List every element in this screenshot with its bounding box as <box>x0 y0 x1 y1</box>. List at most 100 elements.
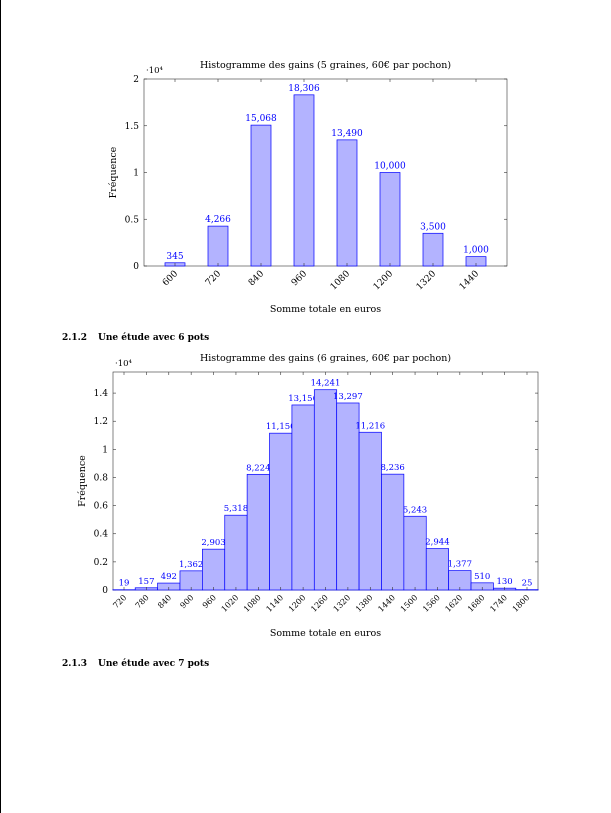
bar <box>246 473 270 591</box>
bar <box>224 514 248 591</box>
x-tick-label: 1140 <box>264 593 285 614</box>
x-tick-label: 900 <box>178 593 195 610</box>
x-tick-label: 960 <box>290 269 309 288</box>
x-tick-label: 1200 <box>372 269 395 292</box>
x-tick-label: 1680 <box>466 593 487 614</box>
x-tick-label: 720 <box>204 269 223 288</box>
x-tick-label: 1800 <box>511 593 532 614</box>
y-tick-label: 1 <box>102 445 108 455</box>
bar-value-label: 13,297 <box>333 392 363 402</box>
bar-value-label: 13,156 <box>288 394 318 404</box>
section-number: 2.1.2 <box>62 333 88 343</box>
x-tick-label: 1620 <box>443 593 464 614</box>
chart-title: Histogramme des gains (6 graines, 60€ pa… <box>200 353 451 364</box>
bar-value-label: 1,000 <box>463 246 489 256</box>
x-tick-label: 720 <box>111 593 128 610</box>
bar-value-label: 15,068 <box>245 114 277 124</box>
bar-value-label: 4,266 <box>205 215 231 225</box>
plot-frame <box>143 78 508 267</box>
bar-value-label: 5,243 <box>403 505 427 515</box>
bar <box>250 124 272 267</box>
page-left-rule <box>0 0 1 813</box>
bar <box>358 431 382 591</box>
bar <box>422 232 444 267</box>
section-title: Une étude avec 6 pots <box>98 333 210 343</box>
chart-title: Histogramme des gains (5 graines, 60€ pa… <box>200 60 451 71</box>
y-scale-label: ·10⁴ <box>146 66 164 76</box>
y-axis-label: Fréquence <box>77 455 88 507</box>
x-tick-label: 780 <box>134 593 151 610</box>
x-tick-label: 1200 <box>287 593 308 614</box>
y-tick-label: 1.5 <box>125 122 140 132</box>
x-tick-label: 1500 <box>399 593 420 614</box>
y-tick-label: 0.6 <box>94 502 109 512</box>
bar <box>379 172 401 267</box>
bar <box>207 225 229 267</box>
bar-value-label: 5,318 <box>224 504 248 514</box>
x-tick-label: 1320 <box>415 269 438 292</box>
y-tick-label: 0.2 <box>94 558 108 568</box>
bar <box>291 404 315 591</box>
bar-value-label: 157 <box>138 577 154 587</box>
bar-value-label: 10,000 <box>374 162 406 172</box>
bar <box>403 515 427 591</box>
bar <box>202 548 226 591</box>
y-tick-label: 0.8 <box>94 473 109 483</box>
x-tick-label: 1440 <box>376 593 397 614</box>
bar-value-label: 2,903 <box>201 538 225 548</box>
x-tick-label: 1080 <box>242 593 263 614</box>
section-title: Une étude avec 7 pots <box>98 659 210 669</box>
bar-value-label: 492 <box>161 572 177 582</box>
bar <box>269 432 293 591</box>
y-scale-label: ·10⁴ <box>115 359 133 369</box>
y-tick-label: 0.4 <box>94 530 109 540</box>
bar <box>425 548 449 591</box>
x-tick-label: 1260 <box>309 593 330 614</box>
x-tick-label: 600 <box>161 269 180 288</box>
y-tick-label: 1 <box>133 169 139 179</box>
x-tick-label: 1740 <box>488 593 509 614</box>
bar-value-label: 25 <box>522 579 533 589</box>
bar <box>336 139 358 267</box>
y-tick-label: 2 <box>133 75 139 85</box>
x-tick-label: 1440 <box>458 269 481 292</box>
x-tick-label: 840 <box>156 593 173 610</box>
y-tick-label: 0 <box>102 586 108 596</box>
bar-value-label: 345 <box>166 252 183 262</box>
x-tick-label: 1560 <box>421 593 442 614</box>
section-number: 2.1.3 <box>62 659 88 669</box>
bar <box>381 473 405 591</box>
bar-value-label: 18,306 <box>288 84 320 94</box>
bar-value-label: 13,490 <box>331 129 363 139</box>
bar-value-label: 14,241 <box>311 379 341 389</box>
section-heading-2-1-3: 2.1.3 Une étude avec 7 pots <box>62 659 209 669</box>
bar-value-label: 8,236 <box>380 463 404 473</box>
x-axis-label: Somme totale en euros <box>270 628 381 639</box>
bar-value-label: 11,150 <box>266 422 296 432</box>
bar-value-label: 11,216 <box>355 421 385 431</box>
y-axis-label: Fréquence <box>108 146 119 198</box>
bar-value-label: 1,377 <box>448 560 472 570</box>
x-axis-label: Somme totale en euros <box>270 304 381 315</box>
bar-value-label: 8,224 <box>246 463 270 473</box>
bar-value-label: 19 <box>119 579 130 589</box>
bar-value-label: 3,500 <box>420 222 446 232</box>
x-tick-label: 1380 <box>354 593 375 614</box>
x-tick-label: 960 <box>201 593 218 610</box>
x-tick-label: 1320 <box>332 593 353 614</box>
section-heading-2-1-2: 2.1.2 Une étude avec 6 pots <box>62 333 209 343</box>
bar-value-label: 510 <box>474 572 490 582</box>
x-tick-label: 1020 <box>220 593 241 614</box>
bar-value-label: 1,362 <box>179 560 203 570</box>
bar-value-label: 130 <box>496 577 512 587</box>
y-tick-label: 1.2 <box>94 417 108 427</box>
x-tick-label: 1080 <box>329 269 352 292</box>
x-tick-label: 840 <box>247 269 266 288</box>
y-tick-label: 0.5 <box>125 215 140 225</box>
bar <box>293 94 315 267</box>
y-tick-label: 0 <box>133 262 139 272</box>
bar <box>313 389 338 591</box>
bar-value-label: 2,944 <box>425 538 449 548</box>
y-tick-label: 1.4 <box>94 389 109 399</box>
